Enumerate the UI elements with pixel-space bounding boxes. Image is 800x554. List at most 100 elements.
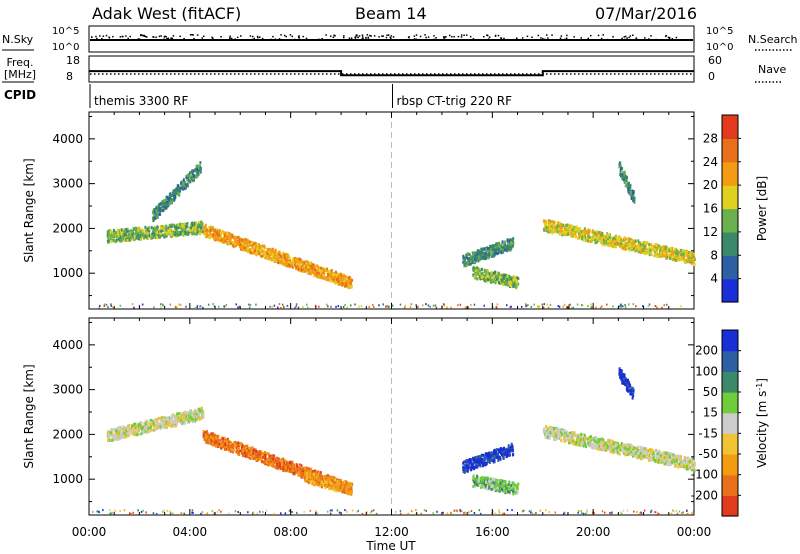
echo-cell xyxy=(203,225,206,229)
echo-cell xyxy=(246,452,249,456)
echo-cell xyxy=(189,171,192,175)
echo-cell xyxy=(469,262,472,266)
echo-cell xyxy=(247,453,250,457)
echo-cell xyxy=(219,231,222,235)
echo-cell xyxy=(107,306,109,309)
echo-cell xyxy=(548,230,551,234)
echo-cell xyxy=(250,455,253,458)
echo-cell xyxy=(622,305,624,308)
nsearch-dot xyxy=(298,37,300,39)
echo-cell xyxy=(335,275,338,279)
echo-cell xyxy=(487,247,490,250)
echo-cell xyxy=(209,228,212,232)
echo-cell xyxy=(126,431,129,435)
echo-cell xyxy=(372,303,374,306)
echo-cell xyxy=(326,303,328,306)
echo-cell xyxy=(195,221,198,225)
echo-cell xyxy=(213,441,215,445)
nsearch-dot xyxy=(413,35,416,37)
echo-cell xyxy=(667,254,670,258)
echo-cell xyxy=(256,244,259,247)
echo-cell xyxy=(127,433,130,437)
echo-cell xyxy=(259,454,262,458)
echo-cell xyxy=(621,167,624,171)
echo-cell xyxy=(505,245,508,249)
freq-tick-top: 18 xyxy=(66,54,80,67)
echo-cell xyxy=(337,283,340,286)
echo-cell xyxy=(234,444,237,448)
echo-cell xyxy=(295,267,298,271)
nsearch-dot xyxy=(415,38,417,40)
echo-cell xyxy=(268,454,271,458)
echo-cell xyxy=(350,304,352,307)
echo-cell xyxy=(286,254,289,258)
echo-cell xyxy=(200,416,203,420)
echo-cell xyxy=(279,463,282,467)
nsearch-dot xyxy=(350,37,353,39)
echo-cell xyxy=(249,304,252,307)
echo-cell xyxy=(506,278,509,281)
nsearch-dot xyxy=(487,34,489,37)
echo-cell xyxy=(558,305,561,308)
echo-cell xyxy=(692,256,695,260)
echo-cell xyxy=(188,417,191,421)
echo-cell xyxy=(243,451,246,455)
echo-cell xyxy=(601,231,604,235)
nsearch-dot xyxy=(483,36,485,38)
echo-cell xyxy=(263,245,266,249)
echo-cell xyxy=(115,429,118,433)
echo-cell xyxy=(329,273,332,277)
echo-cell xyxy=(155,418,158,422)
echo-cell xyxy=(378,304,380,307)
echo-cell xyxy=(295,303,298,306)
echo-cell xyxy=(255,303,257,306)
echo-cell xyxy=(210,228,213,232)
echo-cell xyxy=(288,263,290,267)
echo-cell xyxy=(106,239,109,243)
y-tick-label: 4000 xyxy=(52,132,83,146)
echo-cell xyxy=(212,432,215,436)
echo-cell xyxy=(687,251,690,254)
echo-cell xyxy=(619,167,622,171)
echo-cell xyxy=(676,252,679,256)
echo-cell xyxy=(559,231,562,235)
echo-cell xyxy=(263,460,266,464)
echo-cell xyxy=(574,226,577,230)
echo-cell xyxy=(220,446,222,450)
echo-cell xyxy=(135,430,138,434)
echo-cell xyxy=(618,235,620,239)
echo-cell xyxy=(662,249,665,253)
echo-cell xyxy=(524,303,527,306)
echo-cell xyxy=(603,243,606,247)
echo-cell xyxy=(486,278,489,281)
echo-cell xyxy=(596,231,599,235)
echo-cell xyxy=(290,263,293,267)
echo-cell xyxy=(195,164,198,168)
echo-cell xyxy=(257,247,260,251)
echo-cell xyxy=(602,238,605,242)
echo-cell xyxy=(236,236,239,239)
nsearch-dot xyxy=(138,38,141,41)
nsearch-dot xyxy=(95,35,97,38)
echo-cell xyxy=(594,238,597,242)
echo-cell xyxy=(186,176,189,180)
echo-cell xyxy=(161,418,164,422)
echo-cell xyxy=(464,306,467,309)
echo-cell xyxy=(298,464,301,468)
echo-cell xyxy=(183,229,186,233)
echo-cell xyxy=(156,230,159,234)
echo-cell xyxy=(118,427,121,431)
echo-cell xyxy=(259,450,262,454)
echo-cell xyxy=(671,258,674,262)
echo-cell xyxy=(153,213,156,217)
echo-cell xyxy=(533,303,535,306)
echo-cell xyxy=(156,424,159,428)
echo-cell xyxy=(670,253,672,257)
colorbar-segment xyxy=(722,138,738,163)
echo-cell xyxy=(585,230,588,234)
echo-cell xyxy=(289,461,292,465)
echo-cell xyxy=(196,412,199,416)
echo-cell xyxy=(115,235,118,238)
echo-cell xyxy=(258,252,261,256)
nsearch-dot xyxy=(675,36,678,39)
